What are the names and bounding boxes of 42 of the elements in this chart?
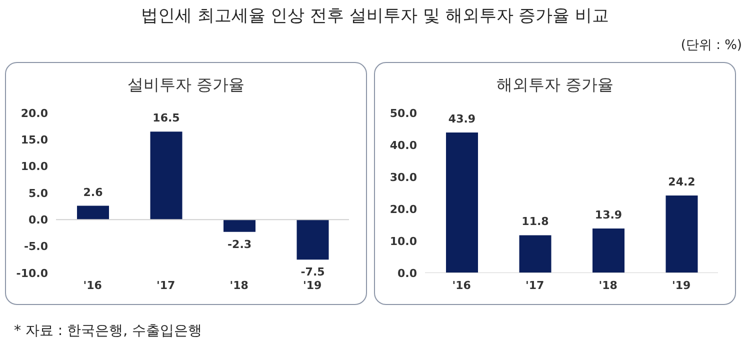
- bar: [224, 220, 256, 232]
- bar: [77, 206, 109, 220]
- x-tick-label: '17: [156, 278, 176, 292]
- x-tick-label: '16: [83, 278, 102, 292]
- bar: [519, 235, 552, 273]
- y-tick-label: 0.0: [28, 214, 48, 227]
- y-tick-label: 30.0: [390, 170, 418, 184]
- y-tick-label: 20.0: [390, 202, 418, 216]
- chart-title: 설비투자 증가율: [126, 75, 246, 96]
- bar: [296, 220, 329, 260]
- x-tick-label: '18: [230, 278, 248, 292]
- x-tick-label: '19: [303, 278, 322, 292]
- data-label: -7.5: [300, 266, 325, 279]
- x-tick-label: '18: [598, 278, 618, 292]
- data-label: 11.8: [522, 215, 549, 228]
- y-tick-label: 0.0: [398, 266, 418, 280]
- y-tick-label: 15.0: [20, 134, 48, 147]
- chart-title: 해외투자 증가율: [495, 75, 615, 96]
- bar: [150, 132, 182, 220]
- text: * 자료 : 한국은행, 수출입은행: [14, 322, 202, 340]
- y-tick-label: -10.0: [16, 266, 48, 280]
- bar: [446, 132, 478, 273]
- text: 법인세 최고세율 인상 전후 설비투자 및 해외투자 증가율 비교: [140, 5, 610, 27]
- y-tick-label: 10.0: [20, 160, 48, 174]
- y-tick-label: 10.0: [390, 234, 418, 248]
- bar: [592, 228, 624, 273]
- data-label: 43.9: [448, 112, 476, 126]
- data-label: 2.6: [83, 186, 104, 199]
- y-tick-label: 50.0: [390, 106, 418, 120]
- x-tick-label: '16: [452, 278, 472, 292]
- y-tick-label: -5.0: [24, 240, 48, 254]
- y-tick-label: 20.0: [20, 106, 48, 120]
- y-tick-label: 40.0: [390, 138, 418, 152]
- data-label: -2.3: [227, 238, 252, 251]
- x-tick-label: '19: [672, 278, 691, 292]
- data-label: 24.2: [668, 176, 696, 189]
- x-tick-label: '17: [526, 278, 544, 292]
- bar: [666, 196, 698, 273]
- y-tick-label: 5.0: [28, 186, 48, 200]
- text: (단위 : %): [680, 37, 742, 54]
- data-label: 16.5: [152, 112, 180, 125]
- data-label: 13.9: [594, 208, 622, 222]
